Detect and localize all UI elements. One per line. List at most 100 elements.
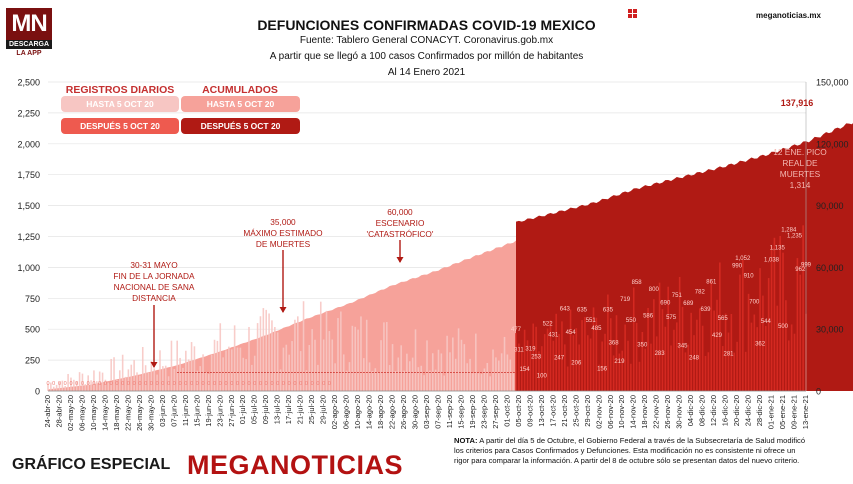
daily-bar-before <box>268 313 270 391</box>
daily-zero-label: 0 <box>161 381 164 387</box>
daily-zero-label: 0 <box>115 381 118 387</box>
daily-bar-after <box>739 274 741 391</box>
x-tick-label: 06-nov-20 <box>606 395 615 429</box>
daily-bar-before <box>426 340 428 391</box>
cumulative-area <box>48 123 853 391</box>
daily-value-label: 1,135 <box>770 246 786 252</box>
logo-mark: MN <box>6 8 52 40</box>
daily-value-label: 368 <box>609 341 620 347</box>
x-tick-label: 10-nov-20 <box>617 395 626 429</box>
daily-bar-before <box>446 335 448 391</box>
daily-bar-before <box>47 383 49 391</box>
daily-bar-before <box>96 381 98 391</box>
daily-value-label: 550 <box>626 318 637 324</box>
daily-bar-after <box>589 338 592 391</box>
daily-bar-after <box>532 323 535 391</box>
daily-bar-before <box>371 370 374 391</box>
x-tick-label: 30-may-20 <box>146 395 155 431</box>
daily-bar-after <box>742 260 744 391</box>
x-tick-label: 14-ago-20 <box>365 395 374 429</box>
daily-zero-label: 0 <box>316 381 319 387</box>
x-tick-label: 16-dic-20 <box>721 395 730 426</box>
daily-bar-after <box>564 344 566 391</box>
daily-bar-after <box>609 318 612 391</box>
grid-icon[interactable] <box>628 9 637 18</box>
daily-bar-after <box>707 352 710 391</box>
legend-daily-before <box>61 96 179 112</box>
meganoticias-app-logo[interactable]: MN DESCARGA LA APP <box>6 8 52 57</box>
legend-cumulative-before <box>181 96 300 112</box>
daily-bar-after <box>767 278 770 391</box>
daily-bar-before <box>225 350 227 391</box>
daily-bar-before <box>219 323 222 391</box>
daily-zero-label: 0 <box>253 381 256 387</box>
annotation-maximo-estimado-text: DE MUERTES <box>256 239 311 249</box>
daily-bar-before <box>162 366 164 391</box>
daily-value-label: 700 <box>749 300 760 306</box>
daily-bar-after <box>802 225 804 391</box>
daily-value-label: 431 <box>548 333 559 339</box>
daily-bar-before <box>118 370 121 391</box>
daily-zero-label: 0 <box>156 381 159 387</box>
daily-bar-before <box>497 360 500 391</box>
x-tick-label: 30-ago-20 <box>411 395 420 429</box>
daily-bar-before <box>84 384 87 391</box>
y-left-tick-label: 500 <box>25 325 40 335</box>
daily-bar-after <box>693 335 695 391</box>
brand-wordmark: MEGANOTICIAS <box>187 450 404 480</box>
daily-bar-before <box>93 370 95 391</box>
daily-bar-before <box>294 319 296 391</box>
daily-zero-label: 0 <box>247 381 250 387</box>
x-tick-label: 10-may-20 <box>89 395 98 431</box>
annotation-pico-real-text: REAL DE <box>782 158 818 168</box>
daily-bar-before <box>124 376 127 391</box>
daily-value-label: 477 <box>511 327 522 333</box>
daily-value-label: 800 <box>649 287 660 293</box>
daily-bar-before <box>98 371 101 391</box>
daily-bar-before <box>279 369 282 391</box>
daily-bar-before <box>345 370 348 391</box>
daily-value-label: 575 <box>666 315 677 321</box>
daily-bar-after <box>595 317 598 391</box>
x-tick-label: 02-ago-20 <box>330 395 339 429</box>
daily-zero-label: 0 <box>242 381 245 387</box>
daily-value-label: 350 <box>637 343 648 349</box>
site-url[interactable]: meganoticias.mx <box>756 11 821 20</box>
daily-bar-before <box>274 327 276 391</box>
daily-bar-before <box>460 339 463 391</box>
daily-bar-before <box>328 331 331 391</box>
daily-bar-after <box>655 336 658 391</box>
annotation-sana-distancia-arrowhead <box>150 362 158 368</box>
daily-bar-before <box>208 374 210 391</box>
daily-bar-before <box>317 364 319 391</box>
daily-bar-before <box>363 358 365 391</box>
legend-daily-after-label: DESPUÉS 5 OCT 20 <box>80 121 160 131</box>
daily-bar-after <box>598 364 601 391</box>
y-left-tick-label: 0 <box>35 387 40 397</box>
daily-bar-before <box>101 372 104 391</box>
daily-bar-before <box>202 354 204 391</box>
daily-value-label: 690 <box>660 301 671 307</box>
daily-bar-after <box>716 299 718 391</box>
daily-bar-before <box>322 339 325 391</box>
daily-value-label: 156 <box>597 367 608 373</box>
daily-zero-label: 0 <box>311 381 314 387</box>
y-left-tick-label: 1,500 <box>17 201 40 211</box>
daily-zero-label: 0 <box>179 381 182 387</box>
daily-bar-after <box>687 344 690 391</box>
daily-bar-before <box>130 364 133 391</box>
daily-bar-after <box>696 319 698 391</box>
daily-bar-before <box>213 339 216 391</box>
x-tick-label: 21-jul-20 <box>296 395 305 424</box>
daily-bar-before <box>374 368 377 391</box>
daily-bar-before <box>302 301 305 391</box>
daily-bar-before <box>199 366 201 391</box>
daily-bar-after <box>759 268 761 391</box>
daily-bar-before <box>248 326 250 391</box>
daily-zero-label: 0 <box>322 381 325 387</box>
daily-value-label: 522 <box>543 322 554 328</box>
annotation-pico-real-text: 1,314 <box>790 180 811 190</box>
daily-bar-before <box>342 354 345 391</box>
x-tick-label: 30-nov-20 <box>675 395 684 429</box>
annotation-maximo-estimado-text: MÁXIMO ESTIMADO <box>243 228 323 238</box>
